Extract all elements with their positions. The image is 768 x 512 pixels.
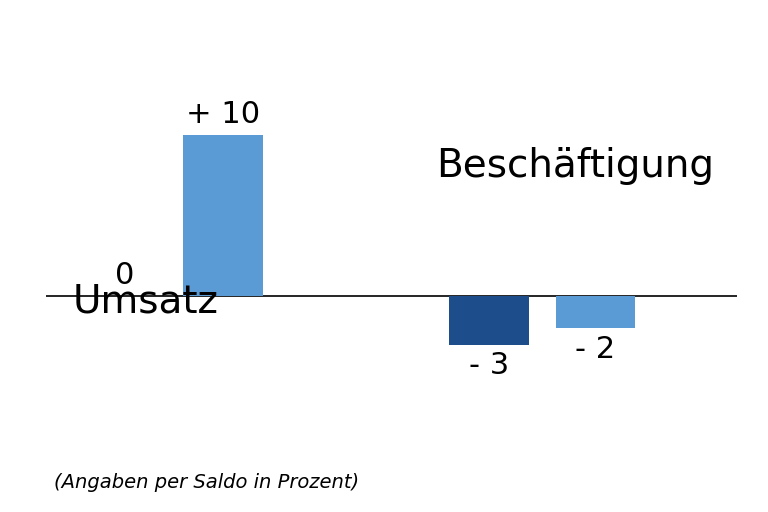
Bar (555, 296, 635, 328)
Bar (184, 135, 263, 296)
Bar (449, 296, 529, 345)
Text: (Angaben per Saldo in Prozent): (Angaben per Saldo in Prozent) (54, 473, 359, 492)
Text: Beschäftigung: Beschäftigung (436, 147, 714, 185)
Text: - 3: - 3 (469, 351, 509, 380)
Text: - 2: - 2 (575, 335, 616, 364)
Text: 0: 0 (115, 261, 134, 290)
Text: + 10: + 10 (187, 100, 260, 129)
Text: Umsatz: Umsatz (73, 282, 219, 320)
